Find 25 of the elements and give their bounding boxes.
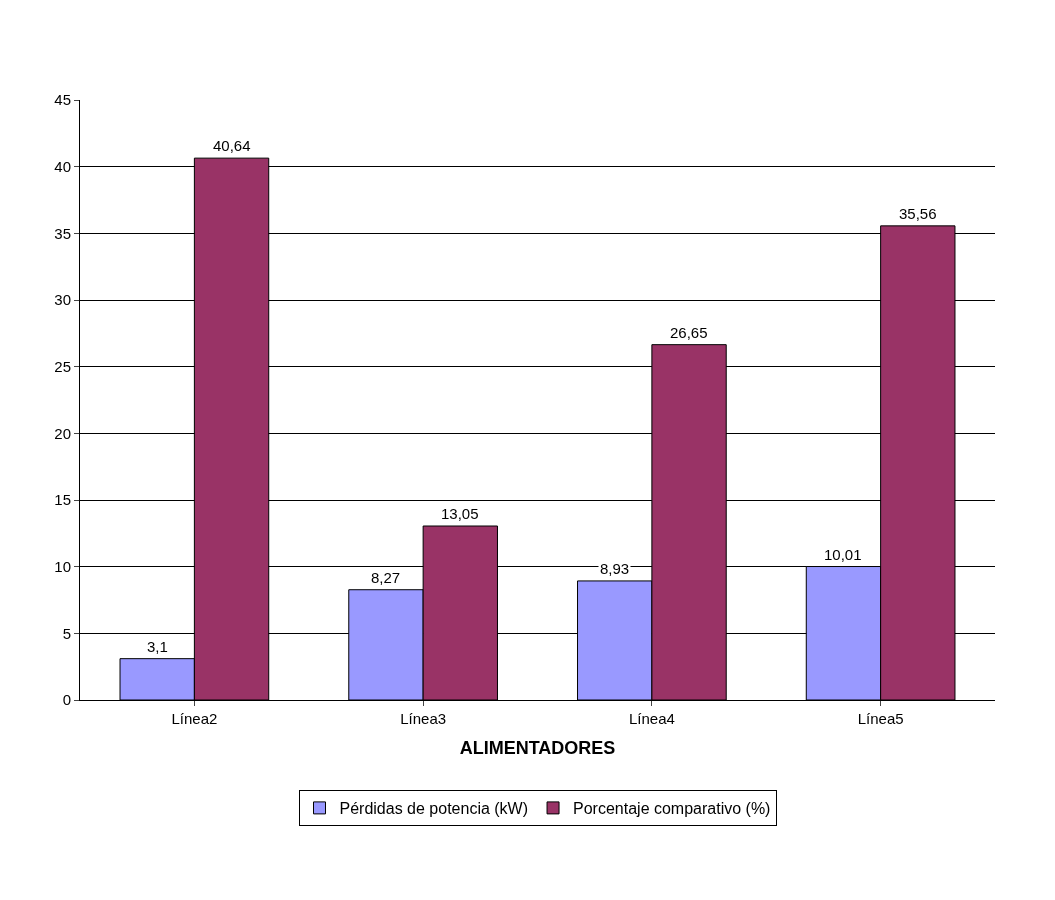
data-label: 13,05 xyxy=(441,505,479,522)
y-tick-label: 15 xyxy=(54,491,71,509)
data-label: 10,01 xyxy=(824,546,862,563)
y-tick-label: 10 xyxy=(54,557,71,575)
x-axis-title: ALIMENTADORES xyxy=(459,738,616,759)
data-label: 35,56 xyxy=(899,205,937,222)
y-tick-label: 35 xyxy=(54,224,71,242)
data-label: 3,1 xyxy=(147,638,168,655)
y-tick-label: 0 xyxy=(62,691,71,709)
x-tick-label: Línea3 xyxy=(400,710,447,727)
x-tick-label: Línea4 xyxy=(628,710,675,727)
y-tick-label: 20 xyxy=(54,424,71,442)
data-label: 26,65 xyxy=(670,324,708,341)
y-tick-label: 25 xyxy=(54,357,71,375)
data-label: 8,27 xyxy=(371,569,401,586)
data-label: 8,93 xyxy=(600,560,630,577)
y-tick-label: 45 xyxy=(54,91,71,109)
data-label: 40,64 xyxy=(213,137,251,154)
x-tick-label: Línea2 xyxy=(171,710,218,727)
y-tick-label: 40 xyxy=(54,157,71,175)
legend-label: Pérdidas de potencia (kW) xyxy=(339,800,529,818)
y-tick-label: 5 xyxy=(62,624,71,642)
legend-label: Porcentaje comparativo (%) xyxy=(573,800,771,818)
y-tick-label: 30 xyxy=(54,291,71,309)
x-tick-label: Línea5 xyxy=(857,710,904,727)
